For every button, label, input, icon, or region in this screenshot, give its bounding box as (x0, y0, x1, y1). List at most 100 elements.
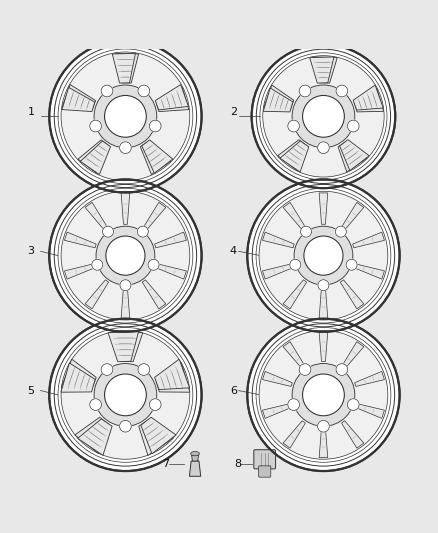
Polygon shape (63, 85, 95, 110)
Polygon shape (112, 53, 135, 83)
Circle shape (94, 85, 157, 148)
Ellipse shape (191, 451, 199, 456)
Polygon shape (262, 263, 294, 279)
Circle shape (90, 399, 102, 410)
Polygon shape (264, 85, 294, 110)
Polygon shape (189, 461, 201, 477)
Circle shape (138, 85, 150, 97)
Polygon shape (64, 232, 96, 248)
Text: 5: 5 (28, 385, 35, 395)
Polygon shape (155, 232, 187, 248)
Circle shape (61, 192, 189, 320)
Circle shape (318, 280, 329, 290)
Circle shape (292, 85, 355, 148)
Polygon shape (353, 232, 385, 248)
Circle shape (336, 226, 346, 237)
Circle shape (292, 364, 355, 426)
Circle shape (102, 226, 113, 237)
Polygon shape (85, 203, 109, 231)
Polygon shape (355, 403, 385, 418)
Polygon shape (340, 280, 364, 309)
Polygon shape (283, 203, 307, 231)
FancyBboxPatch shape (254, 450, 276, 469)
Polygon shape (142, 203, 166, 231)
Text: 7: 7 (162, 459, 170, 469)
Circle shape (247, 319, 399, 471)
Polygon shape (342, 342, 364, 369)
Polygon shape (278, 140, 307, 171)
Text: 8: 8 (234, 459, 241, 469)
Polygon shape (121, 193, 130, 224)
Polygon shape (283, 421, 305, 448)
Circle shape (288, 399, 300, 410)
Circle shape (347, 399, 359, 410)
Circle shape (303, 95, 344, 137)
Polygon shape (139, 419, 173, 455)
Polygon shape (142, 140, 173, 173)
Circle shape (346, 259, 357, 270)
Circle shape (252, 45, 395, 188)
Polygon shape (108, 332, 138, 362)
Polygon shape (155, 359, 190, 390)
Polygon shape (283, 280, 307, 309)
Polygon shape (141, 417, 176, 454)
Circle shape (288, 120, 300, 132)
Circle shape (148, 259, 159, 270)
Circle shape (120, 280, 131, 290)
Polygon shape (61, 363, 95, 392)
Circle shape (105, 95, 146, 137)
Circle shape (106, 236, 145, 275)
Polygon shape (140, 141, 170, 174)
Circle shape (294, 226, 353, 285)
Circle shape (303, 374, 344, 416)
Circle shape (49, 319, 201, 471)
Circle shape (247, 180, 399, 332)
Circle shape (263, 56, 384, 176)
Circle shape (138, 226, 148, 237)
Text: 1: 1 (28, 107, 35, 117)
Circle shape (318, 142, 329, 154)
Circle shape (299, 364, 311, 375)
Text: 3: 3 (28, 246, 35, 256)
Text: 2: 2 (230, 107, 237, 117)
Polygon shape (338, 141, 367, 172)
Circle shape (120, 142, 131, 154)
Circle shape (318, 421, 329, 432)
Polygon shape (319, 287, 328, 318)
Circle shape (49, 180, 201, 332)
Polygon shape (319, 332, 328, 361)
Circle shape (259, 192, 388, 320)
Circle shape (304, 236, 343, 275)
Circle shape (101, 364, 113, 375)
Text: 6: 6 (230, 385, 237, 395)
Circle shape (61, 331, 189, 459)
Polygon shape (342, 421, 364, 448)
Circle shape (101, 85, 113, 97)
Circle shape (347, 120, 359, 132)
Polygon shape (310, 57, 334, 83)
Circle shape (120, 421, 131, 432)
Circle shape (49, 40, 201, 192)
Polygon shape (155, 263, 187, 279)
Circle shape (105, 374, 146, 416)
Polygon shape (116, 53, 138, 83)
Circle shape (290, 259, 301, 270)
Polygon shape (121, 287, 130, 318)
Polygon shape (156, 363, 190, 392)
Polygon shape (313, 57, 337, 83)
Circle shape (259, 331, 388, 459)
Polygon shape (353, 85, 383, 110)
Polygon shape (340, 140, 369, 171)
Polygon shape (61, 359, 96, 390)
Circle shape (94, 364, 157, 426)
Polygon shape (355, 372, 385, 386)
Polygon shape (142, 280, 166, 309)
FancyBboxPatch shape (258, 466, 271, 477)
Circle shape (92, 259, 103, 270)
Polygon shape (64, 263, 96, 279)
Circle shape (299, 85, 311, 97)
Circle shape (61, 52, 189, 180)
Polygon shape (353, 263, 385, 279)
Polygon shape (262, 403, 292, 418)
Polygon shape (319, 429, 328, 458)
